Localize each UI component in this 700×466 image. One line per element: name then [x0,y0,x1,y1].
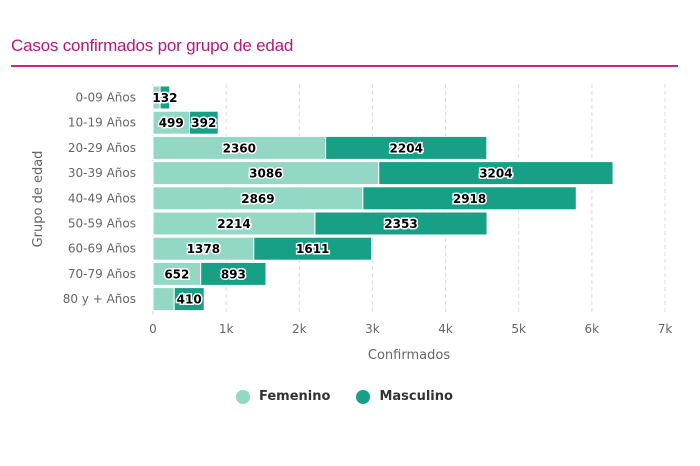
bar-value-label: 2918 [453,192,486,206]
x-tick-label: 2k [292,322,307,336]
bar-value-label: 410 [177,293,202,307]
masculino-dot-icon [356,389,371,404]
bar-masculino[interactable] [325,135,488,160]
category-label: 80 y + Años [63,292,136,306]
femenino-dot-icon [236,389,250,404]
legend-label-femenino: Femenino [259,389,331,404]
bar-value-label: 392 [191,116,216,130]
bar-value-label: 652 [164,267,189,281]
category-label: 20-29 Años [68,141,136,155]
bar-masculino[interactable] [159,85,171,110]
bar-value-label: 2214 [217,217,250,231]
category-label: 30-39 Años [68,166,136,180]
bar-value-label: 499 [159,116,184,130]
bar-masculino[interactable] [173,287,205,312]
bar-masculino[interactable] [200,261,267,286]
bars [152,85,614,312]
x-tick-label: 5k [511,322,526,336]
bar-value-label: 3086 [249,167,282,181]
category-label: 70-79 Años [68,267,136,281]
legend-item-femenino[interactable]: Femenino [236,389,330,404]
category-label: 0-09 Años [76,91,136,105]
bar-value-label: 893 [221,267,246,281]
bar-value-label: 1378 [187,242,220,256]
category-label: 40-49 Años [68,191,136,205]
bar-masculino[interactable] [188,110,219,135]
bar-value-label: 132 [152,91,177,105]
legend-item-masculino[interactable]: Masculino [356,389,453,404]
bar-masculino[interactable] [314,211,488,236]
x-axis-title: Confirmados [368,348,450,363]
x-tick-labels: 0 1k 2k 3k 4k 5k 6k 7k [149,322,672,336]
x-tick-label: 1k [219,322,234,336]
category-label: 10-19 Años [68,116,136,130]
y-axis-title: Grupo de edad [31,151,46,248]
chart-title: Casos confirmados por grupo de edad [11,36,294,55]
title-divider [11,65,678,67]
bar-value-label: 3204 [479,167,512,181]
legend-label-masculino: Masculino [379,389,453,404]
bar-masculino[interactable] [378,161,614,186]
category-label: 50-59 Años [68,217,136,231]
category-labels: 0-09 Años 10-19 Años 20-29 Años 30-39 Años 4… [63,91,136,307]
bar-labels: 132 499 392 2360 2204 3086 3204 2869 2918 2214 235… [151,90,514,309]
category-label: 60-69 Años [68,242,136,256]
x-tick-label: 7k [658,322,673,336]
bar-value-label: 1611 [296,242,329,256]
bar-value-label: 2360 [223,141,256,155]
legend: Femenino Masculino [236,389,453,404]
bar-value-label: 2869 [241,192,274,206]
bar-femenino[interactable] [152,287,175,312]
bar-value-label: 2204 [390,141,423,155]
x-tick-label: 4k [438,322,453,336]
x-tick-label: 0 [149,322,157,336]
bar-masculino[interactable] [253,236,373,261]
x-tick-label: 6k [585,322,600,336]
bar-value-label: 2353 [384,217,417,231]
bar-masculino[interactable] [362,186,577,211]
x-tick-label: 3k [365,322,380,336]
